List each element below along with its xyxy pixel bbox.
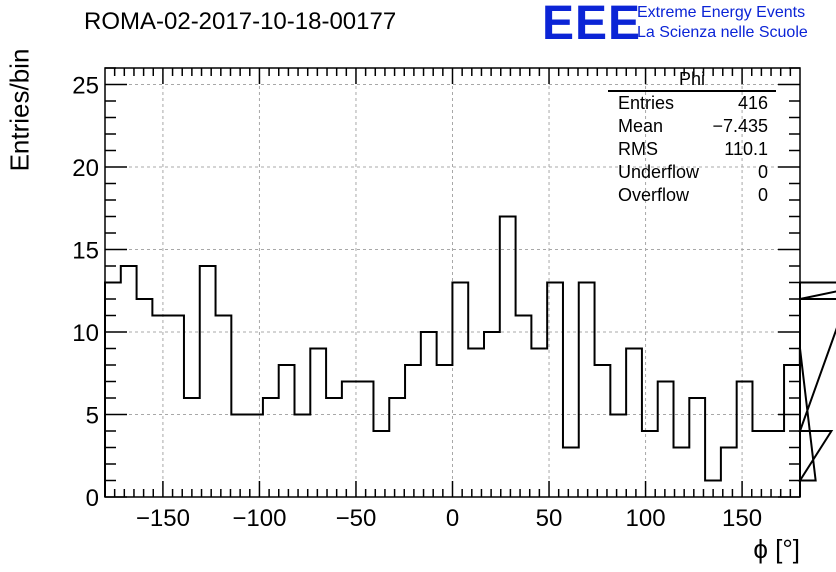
- y-tick-label: 15: [72, 238, 99, 265]
- stats-value: −7.435: [712, 116, 768, 136]
- x-tick-label: −150: [136, 505, 190, 532]
- x-tick-label: 50: [536, 505, 563, 532]
- histogram-series: [104, 215, 836, 497]
- logo-line-2: La Scienza nelle Scuole: [637, 24, 808, 41]
- stats-row-entries: Entries 416: [608, 92, 776, 115]
- stats-row-underflow: Underflow 0: [608, 161, 776, 184]
- y-tick-label: 20: [72, 155, 99, 182]
- stats-label: Underflow: [618, 162, 700, 182]
- grid-lines: [105, 68, 800, 497]
- chart-title: ROMA-02-2017-10-18-00177: [84, 8, 397, 35]
- eee-logo: EEE: [542, 0, 642, 50]
- stats-label: RMS: [618, 139, 658, 159]
- y-tick-label: 10: [72, 320, 99, 347]
- stats-label: Mean: [618, 116, 664, 136]
- stats-label: Entries: [618, 93, 675, 113]
- x-tick-label: −50: [336, 505, 377, 532]
- logo-line-1: Extreme Energy Events: [637, 4, 806, 21]
- x-tick-label: 0: [446, 505, 459, 532]
- stats-value: 0: [757, 185, 768, 205]
- x-axis-label: ϕ [°]: [753, 534, 800, 564]
- stats-row-rms: RMS 110.1: [608, 138, 776, 161]
- stats-value: 0: [757, 162, 768, 182]
- stats-title: Phi: [608, 68, 776, 92]
- stats-value: 416: [737, 93, 768, 113]
- x-tick-label: 150: [722, 505, 762, 532]
- stats-value: 110.1: [724, 139, 768, 159]
- y-tick-label: 0: [86, 485, 99, 512]
- y-tick-label: 5: [86, 403, 99, 430]
- stats-label: Overflow: [618, 185, 690, 205]
- stats-row-mean: Mean −7.435: [608, 115, 776, 138]
- y-tick-label: 25: [72, 73, 99, 100]
- histogram-line: [104, 215, 836, 497]
- axes: −150 −100 −50 0 50 100 150 0 5 10 15 20 25: [72, 67, 801, 532]
- stats-box: Phi Entries 416 Mean −7.435 RMS 110.1 Un…: [608, 68, 776, 207]
- x-tick-label: −100: [232, 505, 286, 532]
- stats-row-overflow: Overflow 0: [608, 184, 776, 207]
- x-tick-label: 100: [626, 505, 666, 532]
